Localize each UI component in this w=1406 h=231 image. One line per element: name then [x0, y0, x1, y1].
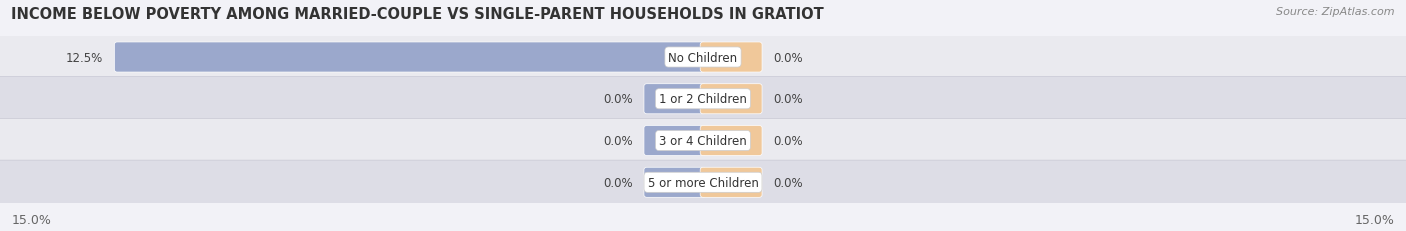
FancyBboxPatch shape — [700, 43, 762, 73]
Text: No Children: No Children — [668, 51, 738, 64]
Text: 0.0%: 0.0% — [603, 134, 633, 147]
FancyBboxPatch shape — [644, 167, 706, 198]
Text: 5 or more Children: 5 or more Children — [648, 176, 758, 189]
Text: Source: ZipAtlas.com: Source: ZipAtlas.com — [1277, 7, 1395, 17]
Text: INCOME BELOW POVERTY AMONG MARRIED-COUPLE VS SINGLE-PARENT HOUSEHOLDS IN GRATIOT: INCOME BELOW POVERTY AMONG MARRIED-COUPL… — [11, 7, 824, 22]
Text: 0.0%: 0.0% — [773, 176, 803, 189]
FancyBboxPatch shape — [700, 84, 762, 114]
Text: 15.0%: 15.0% — [1355, 213, 1395, 226]
FancyBboxPatch shape — [0, 161, 1406, 204]
FancyBboxPatch shape — [700, 167, 762, 198]
Text: 1 or 2 Children: 1 or 2 Children — [659, 93, 747, 106]
FancyBboxPatch shape — [644, 126, 706, 156]
FancyBboxPatch shape — [0, 77, 1406, 121]
FancyBboxPatch shape — [644, 84, 706, 114]
Text: 0.0%: 0.0% — [773, 134, 803, 147]
FancyBboxPatch shape — [0, 119, 1406, 163]
Text: 0.0%: 0.0% — [603, 93, 633, 106]
FancyBboxPatch shape — [700, 126, 762, 156]
Text: 3 or 4 Children: 3 or 4 Children — [659, 134, 747, 147]
Text: 0.0%: 0.0% — [773, 93, 803, 106]
Text: 15.0%: 15.0% — [11, 213, 51, 226]
Text: 0.0%: 0.0% — [773, 51, 803, 64]
FancyBboxPatch shape — [114, 43, 706, 73]
Text: 12.5%: 12.5% — [66, 51, 103, 64]
Text: 0.0%: 0.0% — [603, 176, 633, 189]
FancyBboxPatch shape — [0, 36, 1406, 80]
